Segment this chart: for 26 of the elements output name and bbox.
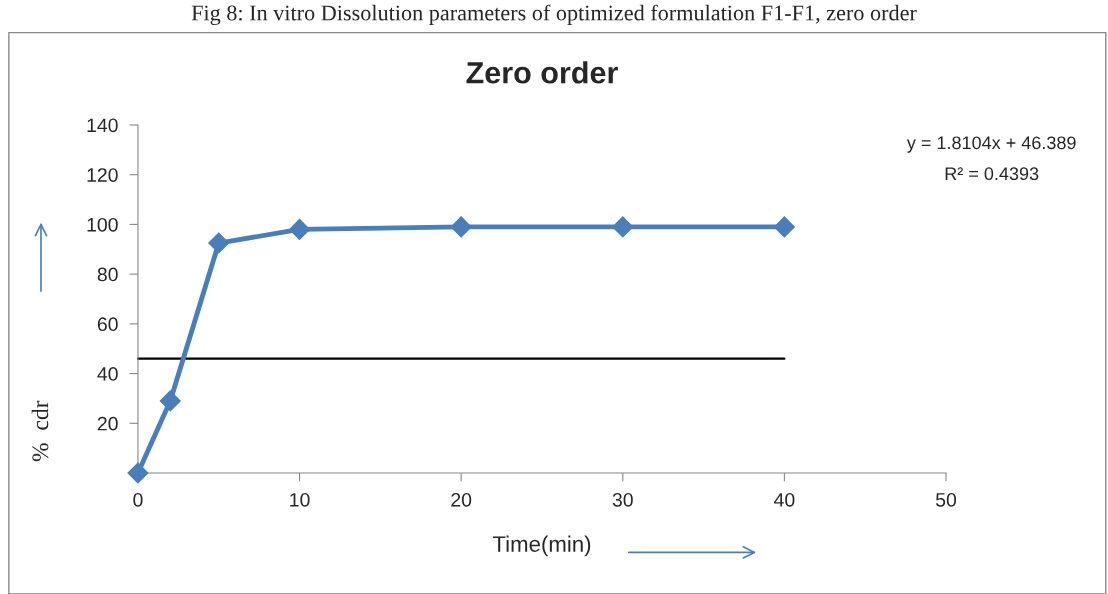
point [289,218,311,240]
y-axis-title: % cdr [31,400,49,462]
y-tick-label: 60 [97,317,118,332]
annotation: y = 1.8104x + 46.389 [906,136,1076,153]
x-tick-label: 10 [290,492,310,507]
y-tick-label: 100 [87,217,118,232]
y-tick-label: 20 [97,416,118,431]
x-tick-label: 20 [451,492,472,507]
y-tick-label: 40 [97,367,118,381]
chart-title: Zero order [466,61,618,84]
point [450,216,472,238]
y-tick-label: 120 [87,168,118,182]
x-tick-label: 50 [935,492,957,507]
annotation: R² = 0.4393 [945,167,1039,181]
x-tick-label: 0 [133,492,143,507]
y-tick-label: 80 [97,267,118,282]
point [773,216,795,238]
point [127,462,149,484]
point [208,232,230,254]
point [612,216,634,238]
x-axis-title: Time(min) [492,535,591,557]
point [159,390,181,412]
x-tick-label: 40 [774,492,795,507]
x-tick-label: 30 [612,492,633,507]
chart-subtitle: Fig 8: In vitro Dissolution parameters of optimized formulation F1-F1, zero order [191,4,917,26]
y-tick-label: 140 [87,118,118,133]
